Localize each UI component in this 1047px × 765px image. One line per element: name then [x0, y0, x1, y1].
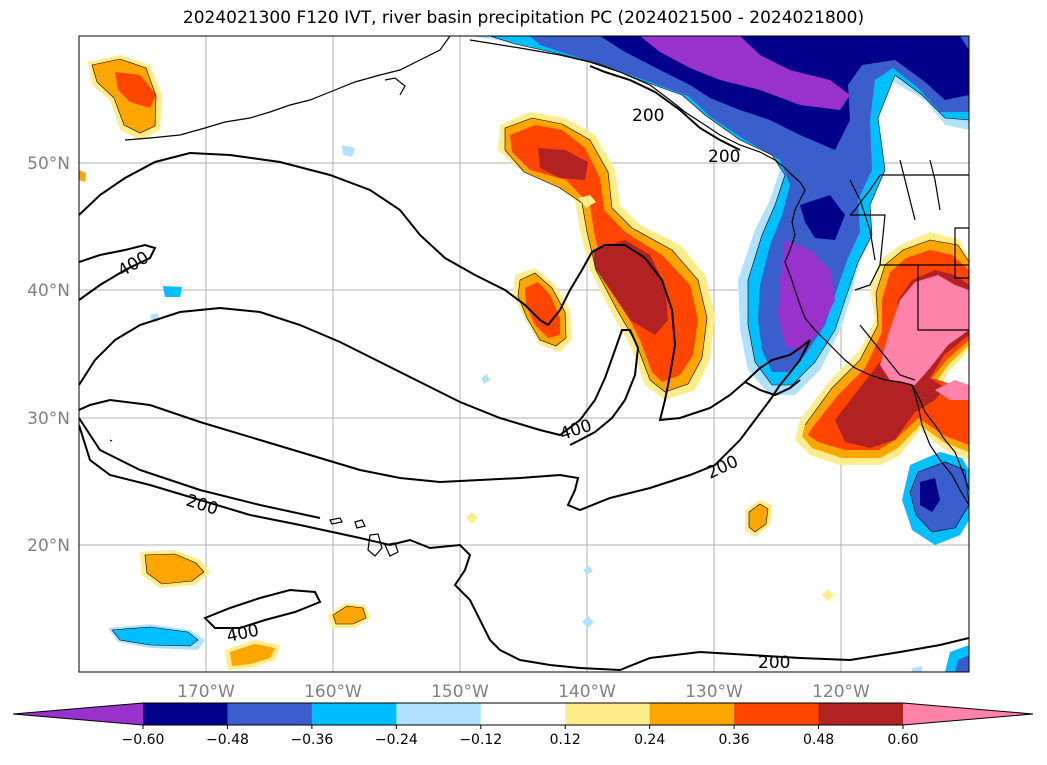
lat-label: 40°N	[27, 281, 70, 301]
shading-outlines	[91, 36, 969, 647]
lon-label: 160°W	[304, 682, 362, 702]
colorbar-tick-label: 0.12	[550, 732, 581, 748]
contour-label: 200	[758, 653, 790, 673]
colorbar-segment	[396, 703, 482, 725]
latitude-labels: 50°N 40°N 30°N 20°N	[27, 154, 70, 556]
colorbar-segment	[227, 703, 313, 725]
colorbar-segment	[143, 703, 228, 725]
colorbar-tick-label: 0.48	[803, 732, 834, 748]
colorbar-tick-label: −0.12	[459, 732, 502, 748]
colorbar-segment	[565, 703, 651, 725]
colorbar-tick-label: −0.36	[290, 732, 333, 748]
longitude-labels: 170°W 160°W 150°W 140°W 130°W 120°W	[177, 682, 870, 702]
colorbar-segment	[480, 703, 566, 725]
contour-label: 200	[708, 147, 740, 167]
colorbar-segment	[734, 703, 820, 725]
figure-title: 2024021300 F120 IVT, river basin precipi…	[182, 8, 865, 28]
colorbar-tick-label: 0.60	[887, 732, 918, 748]
positive-precip-shading	[79, 55, 969, 670]
coastlines	[109, 36, 969, 557]
colorbar-segment	[818, 703, 904, 725]
lon-label: 130°W	[685, 682, 743, 702]
ivt-contours	[79, 65, 969, 672]
lat-label: 20°N	[27, 536, 70, 556]
colorbar-tick-label: −0.48	[206, 732, 249, 748]
colorbar-tick-label: 0.36	[719, 732, 750, 748]
map-frame	[78, 35, 970, 673]
colorbar: −0.60 −0.48 −0.36 −0.24 −0.12 0.12 0.24 0.36 0.4…	[12, 702, 1034, 748]
contour-label-group: 200 200 400 400 200 400 200 200	[115, 106, 791, 673]
lon-label: 170°W	[177, 682, 235, 702]
lat-label: 50°N	[27, 154, 70, 174]
lon-label: 150°W	[431, 682, 489, 702]
lat-label: 30°N	[27, 409, 70, 429]
colorbar-tick-label: −0.60	[122, 732, 165, 748]
lon-label: 140°W	[558, 682, 616, 702]
colorbar-tick-label: 0.24	[634, 732, 665, 748]
map-area: 200 200 400 400 200 400 200 200	[79, 36, 969, 673]
colorbar-segment	[649, 703, 735, 725]
colorbar-segment	[311, 703, 397, 725]
contour-label: 200	[632, 106, 664, 126]
lon-label: 120°W	[812, 682, 870, 702]
colorbar-extend-low	[13, 703, 143, 725]
colorbar-extend-high	[903, 703, 1033, 725]
colorbar-tick-label: −0.24	[375, 732, 418, 748]
